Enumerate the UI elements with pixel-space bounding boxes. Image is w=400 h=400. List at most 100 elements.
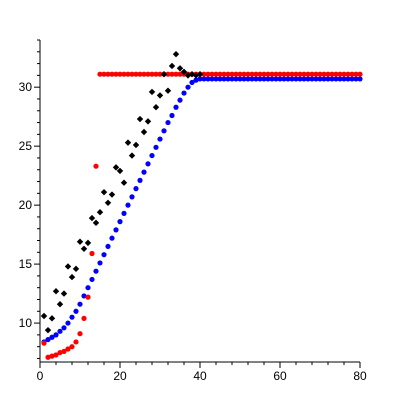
- data-point: [181, 90, 187, 96]
- data-point: [65, 346, 71, 352]
- data-point: [281, 76, 287, 82]
- data-point: [105, 71, 111, 77]
- data-point: [345, 71, 351, 77]
- data-point: [180, 68, 188, 76]
- x-tick-label: 0: [37, 369, 44, 383]
- data-point: [317, 76, 323, 82]
- data-point: [57, 349, 63, 356]
- data-point: [209, 71, 215, 77]
- data-point: [101, 71, 107, 77]
- data-point: [349, 76, 355, 82]
- data-point: [41, 340, 47, 346]
- data-point: [96, 209, 104, 216]
- data-point: [76, 238, 84, 245]
- data-point: [253, 76, 259, 82]
- data-point: [241, 71, 247, 77]
- data-point: [117, 71, 123, 77]
- data-point: [57, 328, 63, 334]
- data-point: [241, 76, 247, 82]
- data-point: [237, 71, 243, 77]
- data-point: [89, 276, 95, 283]
- data-point: [104, 199, 112, 206]
- data-point: [109, 235, 115, 241]
- data-point: [337, 71, 343, 77]
- data-point: [201, 71, 207, 77]
- tick-marks: [34, 39, 361, 368]
- data-point: [261, 71, 267, 77]
- data-point: [205, 76, 211, 82]
- data-point: [277, 76, 283, 82]
- data-point: [85, 294, 91, 300]
- data-point: [173, 71, 179, 77]
- data-point: [249, 76, 255, 82]
- data-point: [133, 186, 139, 192]
- data-point: [193, 77, 199, 83]
- data-point: [229, 76, 235, 82]
- data-point: [149, 152, 155, 159]
- series-1: [41, 76, 363, 345]
- data-point: [141, 71, 147, 77]
- data-point: [164, 87, 172, 94]
- data-point: [221, 76, 227, 82]
- data-point: [125, 71, 131, 77]
- data-point: [69, 314, 75, 320]
- data-point: [329, 76, 335, 82]
- data-point: [53, 352, 59, 358]
- data-point: [349, 71, 355, 77]
- data-point: [333, 71, 339, 77]
- data-point: [313, 76, 319, 82]
- x-tick-label: 60: [273, 369, 287, 383]
- data-point: [125, 202, 131, 208]
- data-point: [124, 139, 132, 146]
- data-point: [169, 112, 175, 119]
- data-point: [309, 71, 315, 77]
- data-point: [305, 71, 311, 77]
- data-point: [317, 71, 323, 77]
- data-point: [333, 76, 339, 82]
- data-point: [113, 227, 119, 233]
- data-point: [92, 219, 100, 227]
- data-point: [53, 332, 59, 338]
- data-point: [153, 144, 159, 150]
- data-point: [285, 71, 291, 77]
- data-point: [281, 71, 287, 77]
- data-point: [297, 71, 303, 77]
- data-point: [97, 260, 103, 266]
- data-point: [137, 177, 143, 183]
- data-point: [341, 71, 347, 77]
- data-point: [177, 71, 183, 77]
- data-point: [45, 336, 51, 343]
- data-point: [112, 164, 120, 171]
- data-point: [140, 128, 148, 136]
- data-point: [132, 141, 140, 149]
- data-point: [49, 334, 55, 340]
- data-point: [89, 250, 95, 257]
- data-point: [188, 71, 196, 78]
- data-point: [72, 265, 80, 273]
- data-point: [185, 84, 191, 90]
- data-point: [97, 71, 103, 77]
- data-point: [160, 71, 168, 78]
- data-point: [201, 76, 207, 82]
- data-point: [148, 88, 156, 96]
- data-point: [173, 104, 179, 110]
- data-point: [120, 179, 128, 186]
- data-point: [68, 273, 76, 281]
- data-points: [40, 50, 363, 360]
- data-point: [301, 76, 307, 82]
- data-point: [177, 97, 183, 103]
- data-point: [249, 71, 255, 77]
- x-tick-label: 40: [193, 369, 207, 383]
- data-point: [157, 71, 163, 77]
- data-point: [265, 76, 271, 82]
- data-point: [217, 71, 223, 77]
- data-point: [73, 308, 79, 314]
- data-point: [189, 79, 195, 86]
- data-point: [337, 76, 343, 82]
- series-2: [41, 71, 363, 360]
- data-point: [48, 315, 56, 322]
- data-point: [169, 71, 175, 77]
- data-point: [233, 76, 239, 82]
- data-point: [137, 71, 143, 77]
- data-point: [49, 353, 55, 359]
